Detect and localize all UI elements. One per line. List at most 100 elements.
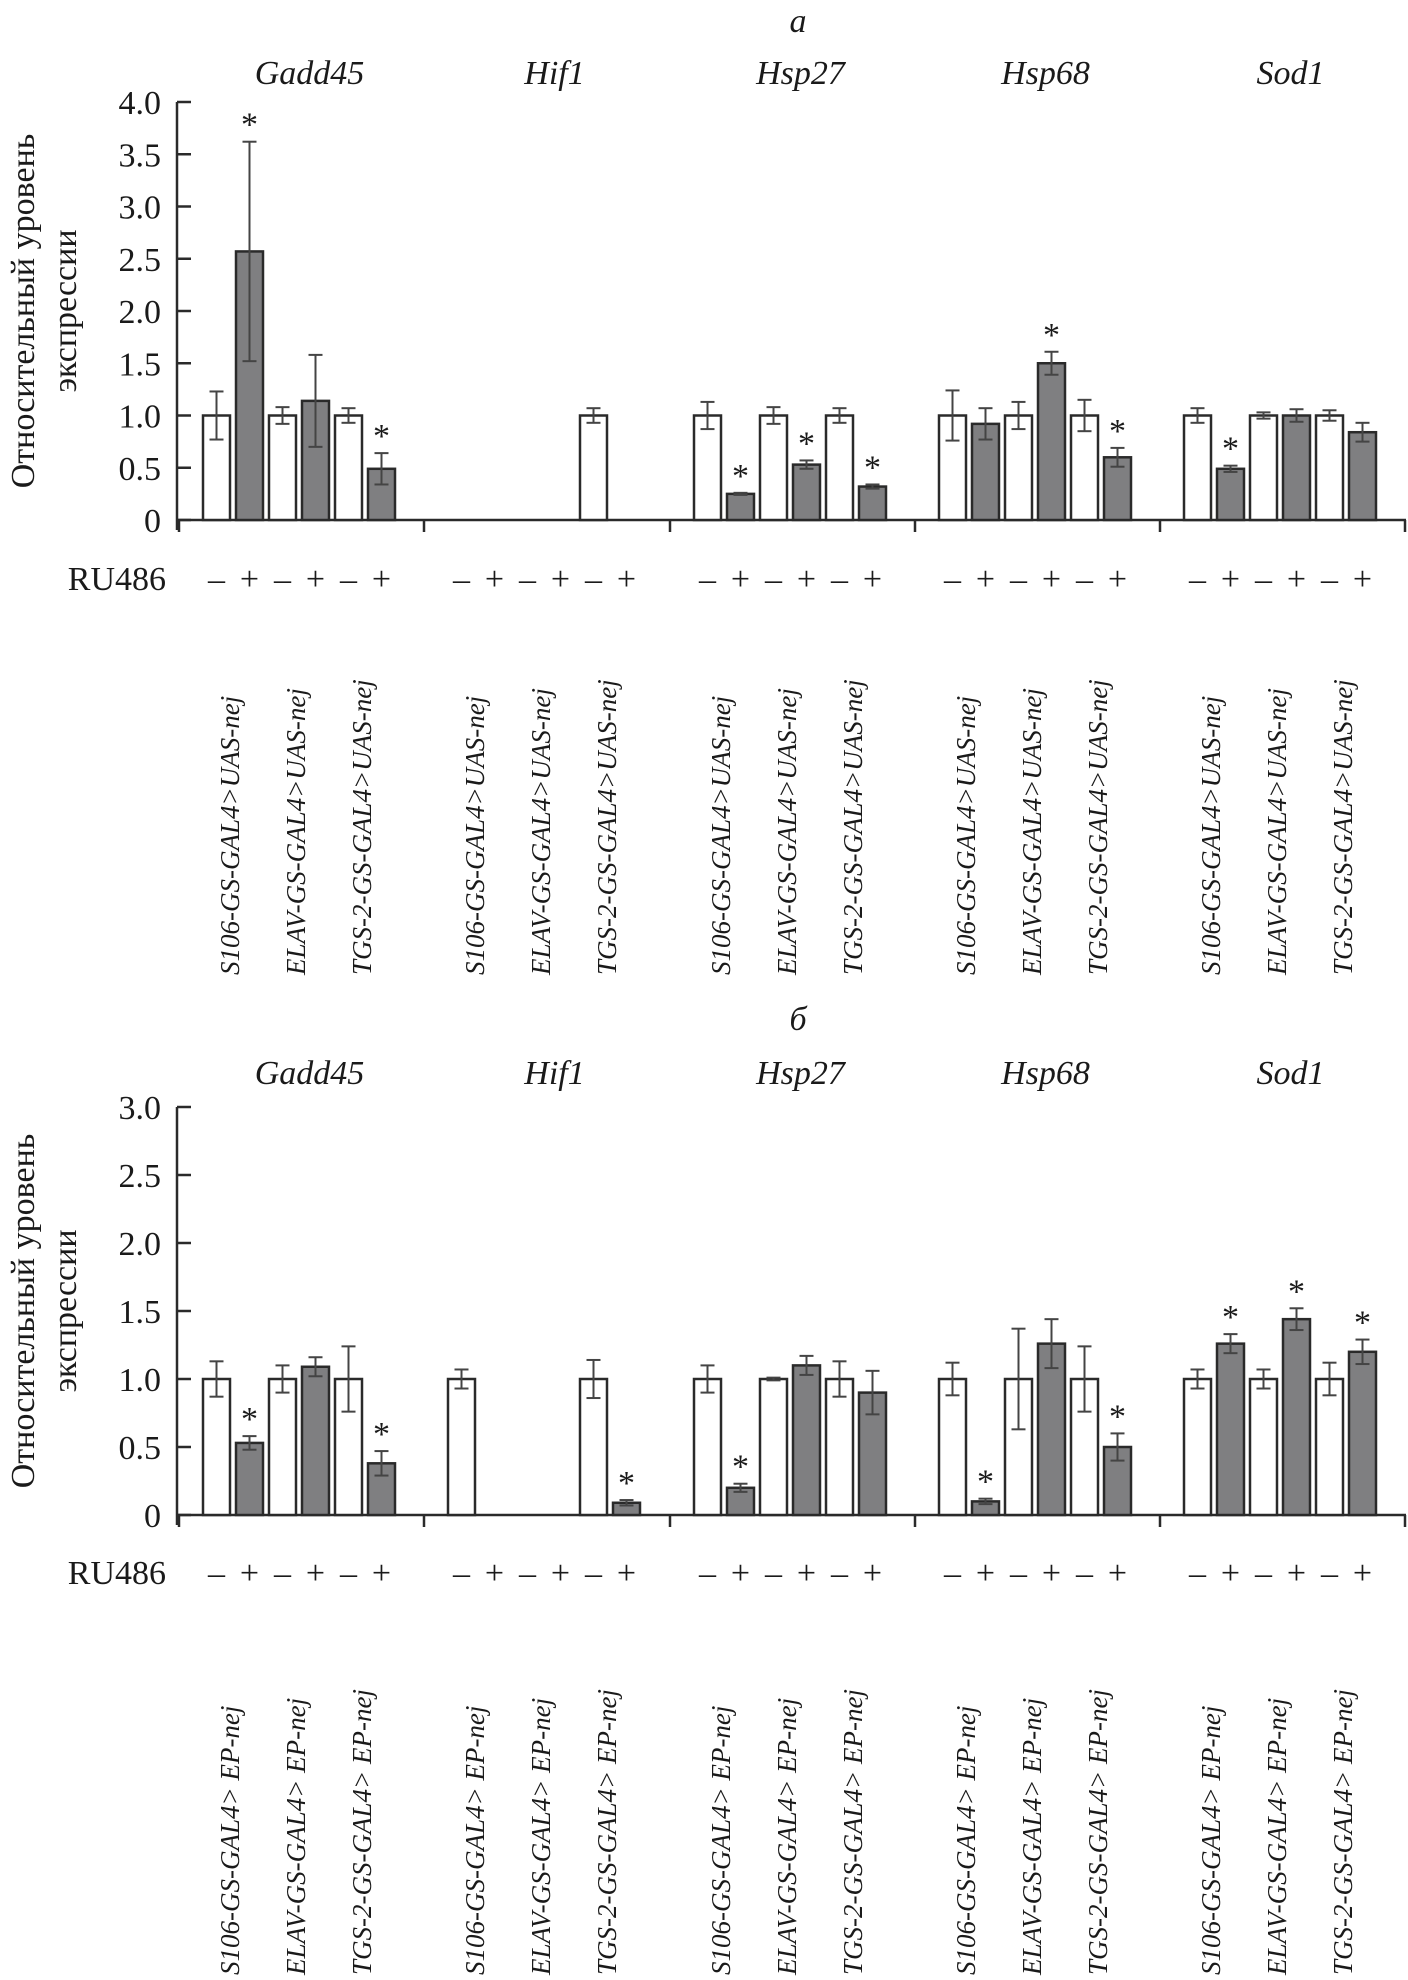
ru486-plus-sign: + <box>240 561 259 598</box>
ru486-plus-sign: + <box>797 1555 816 1592</box>
bar-treated <box>300 1365 331 1517</box>
bar-control <box>1182 414 1213 522</box>
y-tick-label: 4.0 <box>119 85 162 122</box>
gene-group-sod1: Sod1– + – + – +S106-GS-GAL4> EP-nej ELAV-GS-GA… <box>1182 1055 1378 1976</box>
genotype-label: S106-GS-GAL4> EP-nej <box>951 1706 981 1975</box>
ru486-minus-sign: – <box>1075 561 1094 598</box>
ru486-plus-sign: + <box>731 1555 750 1592</box>
genotype-label: ELAV-GS-GAL4>UAS-nej <box>1017 688 1047 976</box>
gene-group-hsp27: Hsp27– + – + – +S106-GS-GAL4> EP-nej ELAV-GS-G… <box>692 1055 888 1976</box>
significance-asterisk: * <box>618 1465 635 1502</box>
ru486-minus-sign: – <box>1320 561 1339 598</box>
genotype-label: S106-GS-GAL4>UAS-nej <box>215 696 245 975</box>
ru486-minus-sign: – <box>698 561 717 598</box>
y-tick-label: 3.5 <box>119 137 162 174</box>
significance-asterisk: * <box>1354 1305 1371 1342</box>
gene-title: Hsp27 <box>755 55 847 92</box>
genotype-label: TGS-2-GS-GAL4>UAS-nej <box>1328 679 1358 975</box>
gene-title: Gadd45 <box>255 55 365 92</box>
bar-control <box>578 1377 609 1517</box>
y-tick-label: 1.0 <box>119 1362 162 1399</box>
gene-group-gadd45: Gadd45– + – + – +S106-GS-GAL4>UAS-nej ELAV-GS-… <box>201 55 397 976</box>
y-tick-label: 0 <box>144 503 161 540</box>
ru486-minus-sign: – <box>1254 1555 1273 1592</box>
bar-control <box>267 1377 298 1517</box>
bar-control <box>1248 414 1279 522</box>
significance-asterisk: * <box>977 1464 994 1501</box>
ru486-plus-sign: + <box>485 561 504 598</box>
genotype-label: TGS-2-GS-GAL4> EP-nej <box>1328 1689 1358 1975</box>
ru486-minus-sign: – <box>273 1555 292 1592</box>
gene-title: Hif1 <box>523 1055 584 1092</box>
gene-title: Sod1 <box>1257 1055 1325 1092</box>
ru486-plus-sign: + <box>617 1555 636 1592</box>
ru486-minus-sign: – <box>830 561 849 598</box>
ru486-minus-sign: – <box>584 561 603 598</box>
gene-title: Hsp68 <box>1000 55 1090 92</box>
genotype-label: TGS-2-GS-GAL4> EP-nej <box>838 1689 868 1975</box>
ru486-plus-sign: + <box>306 561 325 598</box>
bar-treated <box>725 492 756 522</box>
bar-treated <box>1347 1350 1378 1517</box>
bar-control <box>937 1377 968 1517</box>
ru486-minus-sign: – <box>207 561 226 598</box>
ru486-minus-sign: – <box>518 1555 537 1592</box>
ru486-minus-sign: – <box>943 561 962 598</box>
bar-control <box>1314 414 1345 522</box>
ru486-plus-sign: + <box>1108 1555 1127 1592</box>
bar-treated <box>1215 467 1246 522</box>
ru486-minus-sign: – <box>339 561 358 598</box>
ru486-plus-sign: + <box>1221 1555 1240 1592</box>
ru486-minus-sign: – <box>339 1555 358 1592</box>
gene-group-hif1: Hif1– + – + – +S106-GS-GAL4>UAS-nej ELAV-GS-GA… <box>452 55 636 976</box>
ru486-plus-sign: + <box>976 561 995 598</box>
ru486-minus-sign: – <box>1009 1555 1028 1592</box>
genotype-label: ELAV-GS-GAL4>UAS-nej <box>1262 688 1292 976</box>
y-tick-label: 0.5 <box>119 1430 162 1467</box>
gene-title: Hsp27 <box>755 1055 847 1092</box>
genotype-label: TGS-2-GS-GAL4> EP-nej <box>1083 1689 1113 1975</box>
genotype-label: ELAV-GS-GAL4> EP-nej <box>526 1698 556 1976</box>
panel-label: а <box>790 3 807 40</box>
genotype-label: TGS-2-GS-GAL4>UAS-nej <box>347 679 377 975</box>
ru486-plus-sign: + <box>485 1555 504 1592</box>
genotype-label: S106-GS-GAL4>UAS-nej <box>1196 696 1226 975</box>
y-tick-label: 2.5 <box>119 1158 162 1195</box>
gene-group-hif1: Hif1– + – + – +S106-GS-GAL4> EP-nej ELAV-GS-GA… <box>446 1055 642 1976</box>
bar-treated <box>791 1364 822 1517</box>
ru486-plus-sign: + <box>551 561 570 598</box>
bar-treated <box>1036 1342 1067 1517</box>
bar-control <box>692 1377 723 1517</box>
y-axis-title-line2: экспрессии <box>47 229 84 392</box>
ru486-plus-sign: + <box>551 1555 570 1592</box>
bar-control <box>333 414 364 522</box>
ru486-plus-sign: + <box>976 1555 995 1592</box>
genotype-label: ELAV-GS-GAL4> EP-nej <box>1262 1698 1292 1976</box>
ru486-minus-sign: – <box>943 1555 962 1592</box>
ru486-minus-sign: – <box>273 561 292 598</box>
ru486-minus-sign: – <box>764 561 783 598</box>
ru486-minus-sign: – <box>452 1555 471 1592</box>
significance-asterisk: * <box>1222 431 1239 468</box>
significance-asterisk: * <box>241 1401 258 1438</box>
bar-treated <box>857 485 888 522</box>
bar-control <box>446 1377 477 1517</box>
gene-group-hsp27: Hsp27– + – + – +S106-GS-GAL4>UAS-nej ELAV-GS-G… <box>692 55 888 976</box>
ru486-minus-sign: – <box>1254 561 1273 598</box>
y-tick-label: 2.0 <box>119 1226 162 1263</box>
bar-treated <box>234 1441 265 1517</box>
y-tick-label: 3.0 <box>119 190 162 227</box>
ru486-plus-sign: + <box>1042 1555 1061 1592</box>
ru486-minus-sign: – <box>518 561 537 598</box>
ru486-label: RU486 <box>68 1555 166 1592</box>
significance-asterisk: * <box>1043 317 1060 354</box>
genotype-label: S106-GS-GAL4> EP-nej <box>706 1706 736 1975</box>
ru486-minus-sign: – <box>1188 561 1207 598</box>
genotype-label: TGS-2-GS-GAL4>UAS-nej <box>592 679 622 975</box>
genotype-label: S106-GS-GAL4>UAS-nej <box>460 696 490 975</box>
significance-asterisk: * <box>373 1416 390 1453</box>
ru486-plus-sign: + <box>1353 1555 1372 1592</box>
ru486-plus-sign: + <box>306 1555 325 1592</box>
significance-asterisk: * <box>373 418 390 455</box>
significance-asterisk: * <box>1288 1273 1305 1310</box>
